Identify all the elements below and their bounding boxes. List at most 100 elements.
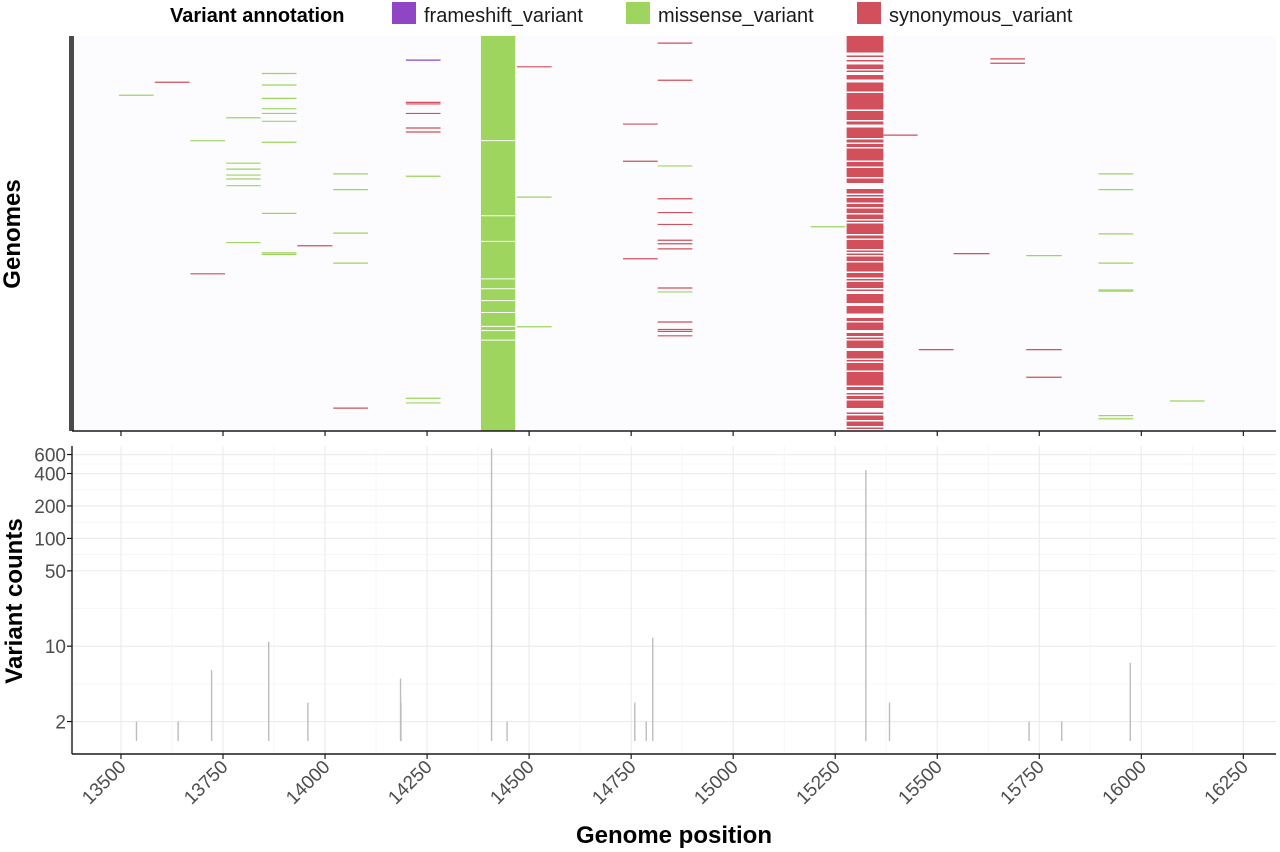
heatmap-band-stripe xyxy=(846,231,884,233)
legend-swatch-synonymous xyxy=(857,2,881,24)
heatmap-band-stripe xyxy=(846,163,884,165)
heatmap-band-stripe xyxy=(846,216,884,218)
heatmap-marks xyxy=(118,42,1205,420)
heatmap-band-stripe xyxy=(846,237,884,239)
heatmap-band-stripe xyxy=(846,327,884,329)
heatmap-band-stripe xyxy=(846,397,884,399)
counts-x-tick-label: 14250 xyxy=(384,757,436,809)
heatmap-band-stripe xyxy=(846,297,884,299)
heatmap-band-stripe xyxy=(846,345,884,347)
heatmap-band-stripe xyxy=(846,343,884,345)
heatmap-band-stripe xyxy=(846,117,884,119)
heatmap-band-stripe xyxy=(846,123,884,125)
heatmap-band-stripe xyxy=(846,42,884,44)
heatmap-band-stripe xyxy=(846,312,884,314)
heatmap-band-stripe xyxy=(846,165,884,167)
heatmap-band-stripe xyxy=(846,415,884,417)
heatmap-band-stripe xyxy=(846,43,884,45)
counts-x-tick-label: 15000 xyxy=(690,757,742,809)
heatmap-band-stripe xyxy=(846,289,884,291)
heatmap-band-stripe xyxy=(846,406,884,408)
heatmap-band-stripe xyxy=(846,294,884,296)
heatmap-band-stripe xyxy=(846,39,884,41)
heatmap-band-synonymous_variant xyxy=(846,36,884,429)
counts-y-title: Variant counts xyxy=(1,518,28,683)
heatmap-band-stripe xyxy=(846,162,884,164)
heatmap-band-stripe xyxy=(846,159,884,161)
heatmap-band-stripe xyxy=(846,405,884,407)
counts-y-tick-label: 2 xyxy=(55,713,66,734)
heatmap-band-stripe xyxy=(846,274,884,276)
counts-x-tick-label: 15250 xyxy=(793,757,845,809)
heatmap-band-stripe xyxy=(846,265,884,267)
heatmap-band-stripe xyxy=(846,232,884,234)
heatmap-band-stripe xyxy=(846,189,884,191)
heatmap-band-stripe xyxy=(846,130,884,132)
counts-y-tick-label: 400 xyxy=(34,465,66,486)
heatmap-band-stripe xyxy=(846,402,884,404)
counts-y-tick-label: 600 xyxy=(34,446,66,467)
heatmap-band-stripe xyxy=(846,150,884,152)
heatmap-band-stripe xyxy=(846,133,884,135)
counts-x-tick-label: 14000 xyxy=(282,757,334,809)
heatmap-band-stripe xyxy=(846,357,884,359)
heatmap-band-stripe xyxy=(846,106,884,108)
heatmap-y-title: Genomes xyxy=(0,179,26,288)
heatmap-band-stripe xyxy=(846,153,884,155)
heatmap-band-stripe xyxy=(846,307,884,309)
heatmap-band-stripe xyxy=(846,424,884,426)
counts-y-tick-label: 200 xyxy=(34,497,66,518)
heatmap-band-stripe xyxy=(846,351,884,353)
heatmap-band-stripe xyxy=(846,369,884,371)
counts-x-tick-label: 16000 xyxy=(1099,757,1151,809)
heatmap-band-stripe xyxy=(846,82,884,84)
heatmap-band-stripe xyxy=(846,378,884,380)
heatmap-band-stripe xyxy=(846,417,884,419)
heatmap-band-stripe xyxy=(846,262,884,264)
heatmap-band-stripe xyxy=(846,225,884,227)
heatmap-band-stripe xyxy=(846,243,884,245)
heatmap-band-stripe xyxy=(846,192,884,194)
heatmap-band-stripe xyxy=(846,267,884,269)
heatmap-band-stripe xyxy=(846,67,884,69)
heatmap-band-stripe xyxy=(846,400,884,402)
heatmap-band-stripe xyxy=(846,235,884,237)
heatmap-band-stripe xyxy=(846,76,884,78)
heatmap-band-stripe xyxy=(846,217,884,219)
heatmap-band-missense_variant xyxy=(480,36,516,431)
legend-label-missense: missense_variant xyxy=(658,5,814,27)
heatmap-band-stripe xyxy=(846,382,884,384)
heatmap-left-bar xyxy=(69,36,74,431)
heatmap-band-stripe xyxy=(846,108,884,110)
heatmap-band-stripe xyxy=(846,259,884,261)
heatmap-band-stripe xyxy=(846,40,884,42)
heatmap-band-stripe xyxy=(846,367,884,369)
heatmap-band-stripe xyxy=(846,127,884,129)
heatmap-band-stripe xyxy=(846,270,884,272)
legend-swatch-missense xyxy=(626,2,650,24)
heatmap-band-stripe xyxy=(846,114,884,116)
heatmap-band-stripe xyxy=(846,300,884,302)
heatmap-band-stripe xyxy=(846,337,884,339)
heatmap-band-stripe xyxy=(846,66,884,68)
heatmap-band-stripe xyxy=(846,151,884,153)
counts-y-tick-label: 10 xyxy=(45,637,66,658)
heatmap-band-stripe xyxy=(846,241,884,243)
heatmap-band-stripe xyxy=(846,208,884,210)
heatmap-band-stripe xyxy=(846,346,884,348)
heatmap-band-stripe xyxy=(846,64,884,66)
heatmap-band-stripe xyxy=(846,199,884,201)
heatmap-band-stripe xyxy=(846,93,884,95)
heatmap-band-stripe xyxy=(846,403,884,405)
heatmap-band-stripe xyxy=(846,174,884,176)
heatmap-band-stripe xyxy=(846,144,884,146)
heatmap-band-stripe xyxy=(846,135,884,137)
heatmap-band-stripe xyxy=(846,379,884,381)
heatmap-band-stripe xyxy=(846,97,884,99)
heatmap-band-stripe xyxy=(846,175,884,177)
heatmap-band-stripe xyxy=(846,387,884,389)
heatmap-band-stripe xyxy=(846,226,884,228)
heatmap-band-stripe xyxy=(846,45,884,47)
heatmap-band-stripe xyxy=(846,322,884,324)
